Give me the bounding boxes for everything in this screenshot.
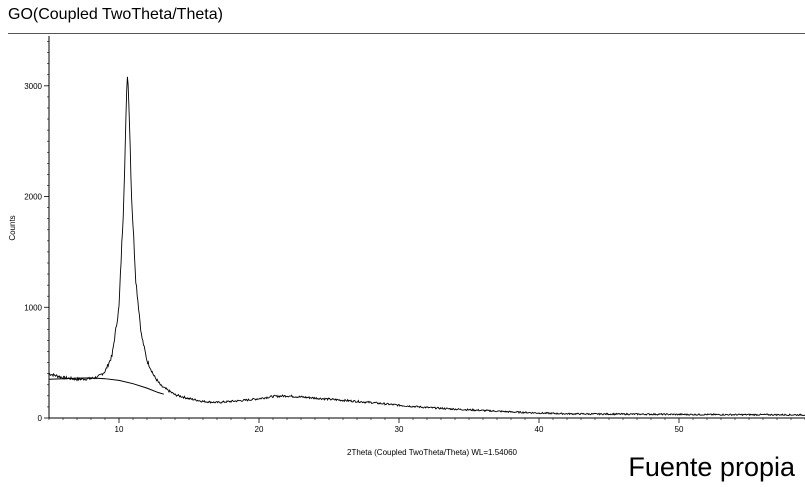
x-tick-label: 10: [115, 425, 124, 434]
source-caption: Fuente propia: [628, 452, 795, 482]
y-tick-label: 3000: [24, 82, 42, 91]
title-divider: [8, 33, 805, 34]
y-tick-label: 2000: [24, 193, 42, 202]
y-axis-label: Counts: [8, 215, 17, 240]
chart-ticks: 0 1000 2000 3000 10 20 30 40 50: [24, 41, 805, 434]
page-title: GO(Coupled TwoTheta/Theta): [8, 6, 223, 23]
y-tick-label: 0: [38, 414, 43, 423]
x-tick-label: 20: [255, 425, 264, 434]
x-tick-label: 30: [395, 425, 404, 434]
chart-series: [48, 76, 805, 417]
x-tick-label: 40: [535, 425, 544, 434]
x-tick-label: 50: [675, 425, 684, 434]
diffraction-pattern-line: [48, 76, 805, 417]
background-curve-line: [48, 377, 164, 395]
chart-axes: [48, 36, 805, 419]
x-axis-label: 2Theta (Coupled TwoTheta/Theta) WL=1.540…: [347, 448, 518, 457]
y-tick-label: 1000: [24, 303, 42, 312]
